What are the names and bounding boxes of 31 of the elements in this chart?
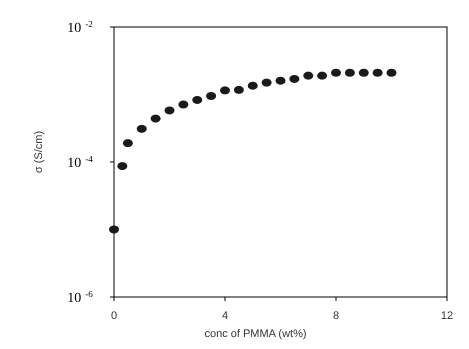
x-tick-label: 12 (440, 310, 454, 322)
y-tick-label: 10$^{-4}$ (67, 154, 94, 171)
point (386, 68, 396, 77)
point (150, 114, 161, 123)
point (344, 68, 355, 77)
point (178, 100, 188, 109)
x-tick-label: 4 (222, 310, 228, 322)
point (122, 139, 133, 148)
point (117, 162, 128, 170)
y-axis-title: σ (S/cm) (33, 130, 45, 174)
point (303, 72, 314, 80)
point (372, 68, 383, 77)
x-tick-label: 0 (110, 310, 118, 322)
point (276, 76, 286, 85)
point (331, 68, 341, 77)
point (262, 78, 272, 87)
point (164, 106, 174, 114)
point (317, 72, 328, 80)
point (234, 86, 244, 94)
point (358, 68, 369, 77)
x-tick-label: 8 (332, 310, 340, 322)
point (136, 124, 147, 133)
y-tick-label: 10$^{-6}$ (67, 289, 94, 306)
point (220, 86, 230, 94)
point (206, 92, 216, 100)
point (192, 96, 202, 104)
point (289, 74, 300, 83)
point (248, 82, 258, 90)
point (109, 226, 119, 234)
y-tick-label: 10$^{-2}$ (67, 19, 94, 36)
x-axis-title: conc of PMMA (wt%) (204, 328, 307, 340)
